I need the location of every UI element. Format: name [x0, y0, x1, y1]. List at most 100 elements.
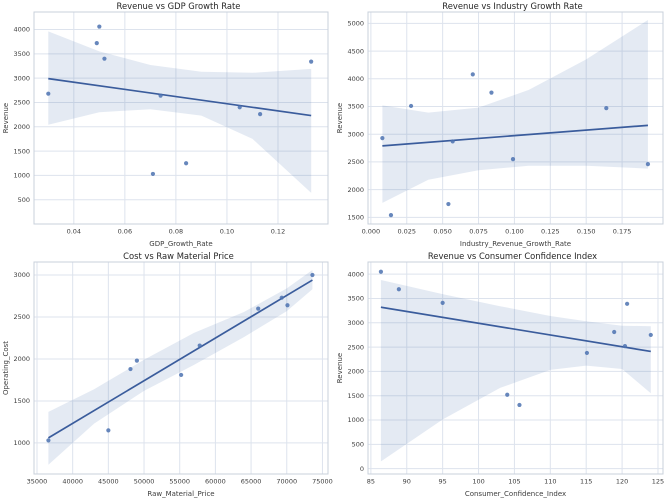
- x-tick-label: 0.04: [67, 228, 81, 236]
- x-tick-label: 75000: [312, 478, 333, 486]
- x-tick-label: 0.10: [220, 228, 234, 236]
- y-axis-label: Revenue: [336, 353, 344, 384]
- x-tick-label: 105: [508, 478, 520, 486]
- data-point: [450, 139, 455, 144]
- data-point: [134, 358, 139, 363]
- subplot-revenue-vs-confidence: 85 90 95 100 105 110 115 120 125 0 500 1000 1500 2000…: [334, 250, 669, 500]
- plot-spine: [33, 261, 329, 475]
- revenue-vs-industry-chart: 0.000 0.025 0.050 0.075 0.100 0.125 0.150 0.175…: [336, 11, 664, 248]
- x-tick-label: 110: [544, 478, 556, 486]
- x-tick-label: 60000: [205, 478, 226, 486]
- x-tick-label: 90: [403, 478, 411, 486]
- data-point: [106, 428, 111, 433]
- chart-title: Revenue vs Consumer Confidence Index: [427, 251, 598, 261]
- y-tick-label: 2500: [347, 158, 364, 166]
- subplot-revenue-vs-gdp: 0.04 0.06 0.08 0.10 0.12 500 1000 1500 2000 2500 3…: [0, 0, 334, 250]
- data-point: [258, 112, 263, 117]
- plot-area: [368, 12, 663, 224]
- x-tick-label: 120: [616, 478, 628, 486]
- plot-spine: [33, 11, 329, 225]
- y-tick-label: 1000: [13, 172, 30, 180]
- data-point: [279, 295, 284, 300]
- y-tick-label: 3500: [347, 103, 364, 111]
- data-point: [150, 171, 156, 177]
- y-tick-label: 1000: [13, 439, 30, 447]
- data-point: [97, 24, 102, 29]
- data-point: [489, 90, 494, 95]
- data-point: [378, 269, 384, 274]
- data-point: [446, 201, 451, 207]
- x-tick-label: 0.100: [505, 228, 524, 236]
- data-point: [625, 301, 630, 306]
- x-tick-label: 70000: [276, 478, 297, 486]
- x-tick-label: 45000: [98, 478, 119, 486]
- plot-area: [368, 262, 663, 474]
- x-tick-label: 35000: [27, 478, 48, 486]
- y-tick-label: 3000: [347, 319, 364, 327]
- plot-spine: [367, 11, 664, 225]
- data-point: [604, 106, 609, 111]
- x-tick-label: 85: [367, 478, 375, 486]
- y-axis-label: Revenue: [2, 103, 10, 134]
- regression-line: [382, 124, 648, 147]
- subplot-revenue-vs-industry: 0.000 0.025 0.050 0.075 0.100 0.125 0.150 0.175…: [334, 0, 669, 250]
- data-point: [612, 329, 617, 335]
- data-point: [256, 306, 261, 311]
- y-tick-label: 3000: [13, 74, 30, 82]
- plot-area: [34, 262, 328, 474]
- y-tick-label: 2000: [347, 186, 364, 194]
- x-tick-label: 50000: [134, 478, 155, 486]
- data-point: [179, 372, 184, 378]
- chart-title: Cost vs Raw Material Price: [123, 251, 234, 261]
- x-tick-label: 55000: [169, 478, 190, 486]
- data-point: [197, 343, 202, 348]
- y-tick-label: 3500: [347, 295, 364, 303]
- x-tick-label: 0.08: [169, 228, 183, 236]
- x-tick-label: 100: [472, 478, 484, 486]
- y-tick-label: 4500: [347, 47, 364, 55]
- y-tick-label: 4000: [347, 270, 364, 278]
- y-tick-label: 4000: [13, 26, 30, 34]
- data-point: [158, 93, 163, 98]
- y-axis-label: Revenue: [336, 103, 344, 134]
- data-point: [309, 59, 314, 64]
- data-point: [470, 72, 475, 77]
- data-point: [380, 135, 385, 141]
- confidence-band: [380, 280, 651, 462]
- y-tick-label: 2500: [13, 99, 30, 107]
- x-tick-label: 40000: [62, 478, 83, 486]
- y-tick-label: 1500: [13, 397, 30, 405]
- confidence-band: [48, 31, 312, 193]
- data-point: [396, 287, 401, 292]
- y-tick-label: 2000: [347, 368, 364, 376]
- data-point: [510, 157, 516, 162]
- y-tick-label: 3000: [13, 271, 30, 279]
- x-tick-label: 0.050: [433, 228, 452, 236]
- x-axis-label: GDP_Growth_Rate: [149, 240, 212, 248]
- data-point: [102, 56, 107, 61]
- y-tick-label: 2500: [347, 343, 364, 351]
- x-tick-label: 0.175: [613, 228, 632, 236]
- regression-line: [380, 306, 651, 353]
- plot-spine: [367, 261, 664, 475]
- data-point: [388, 213, 394, 218]
- y-tick-label: 3000: [347, 130, 364, 138]
- confidence-band: [382, 20, 648, 203]
- y-tick-label: 3500: [13, 50, 30, 58]
- y-axis-label: Operating_Cost: [2, 341, 10, 395]
- x-tick-label: 0.000: [362, 228, 381, 236]
- revenue-vs-confidence-chart: 85 90 95 100 105 110 115 120 125 0 500 1000 1500 2000…: [336, 261, 664, 498]
- data-point: [46, 438, 51, 443]
- x-axis-label: Industry_Revenue_Growth_Rate: [460, 240, 571, 248]
- y-tick-label: 500: [18, 196, 30, 204]
- data-point: [46, 91, 51, 96]
- data-point: [645, 162, 651, 167]
- x-axis-label: Raw_Material_Price: [147, 490, 214, 498]
- y-tick-label: 2000: [13, 355, 30, 363]
- y-tick-label: 2500: [13, 313, 30, 321]
- data-point: [408, 103, 414, 109]
- x-tick-label: 0.12: [271, 228, 285, 236]
- data-point: [440, 300, 445, 305]
- y-tick-label: 1000: [347, 416, 364, 424]
